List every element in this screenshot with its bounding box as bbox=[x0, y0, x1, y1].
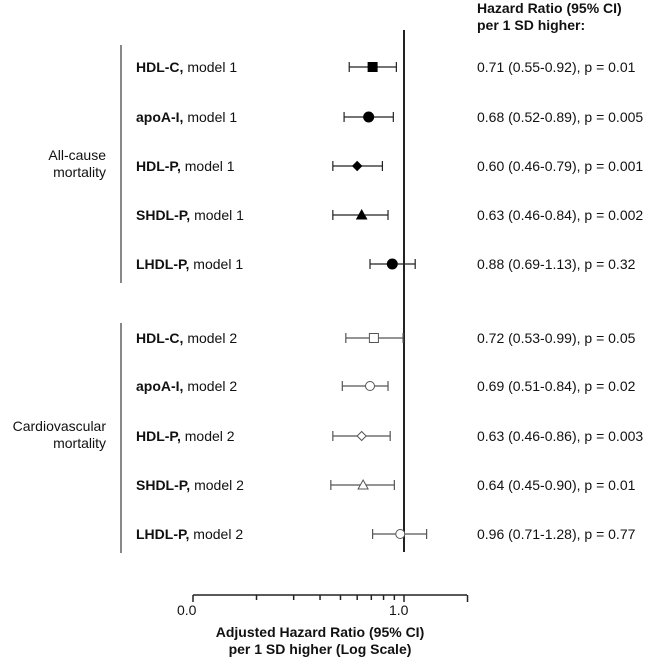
forest-row-point bbox=[332, 208, 389, 220]
marker-name: HDL-P, bbox=[136, 158, 181, 174]
x-axis-title: Adjusted Hazard Ratio (95% CI) per 1 SD … bbox=[150, 624, 490, 658]
row-stat: 0.63 (0.46-0.86), p = 0.003 bbox=[477, 428, 644, 444]
model-name: model 2 bbox=[180, 428, 235, 444]
row-label: apoA-I, model 1 bbox=[136, 109, 237, 125]
model-name: model 2 bbox=[189, 526, 244, 542]
forest-row-point bbox=[341, 381, 389, 391]
model-name: model 1 bbox=[189, 256, 244, 272]
row-stat: 0.68 (0.52-0.89), p = 0.005 bbox=[477, 109, 644, 125]
plot-frame bbox=[120, 30, 467, 596]
group-label-all-cause: All-cause mortality bbox=[0, 147, 106, 181]
row-stat: 0.64 (0.45-0.90), p = 0.01 bbox=[477, 477, 636, 493]
model-name: model 1 bbox=[180, 158, 235, 174]
row-label: SHDL-P, model 1 bbox=[136, 207, 244, 223]
forest-row-point bbox=[345, 333, 404, 343]
row-stat: 0.69 (0.51-0.84), p = 0.02 bbox=[477, 378, 636, 394]
forest-row-point bbox=[332, 430, 391, 442]
forest-row-point bbox=[372, 529, 428, 539]
group-label-line: All-cause bbox=[48, 147, 106, 163]
group-label-line: mortality bbox=[53, 435, 106, 451]
row-stat: 0.88 (0.69-1.13), p = 0.32 bbox=[477, 256, 636, 272]
filled-circle-icon bbox=[363, 111, 375, 123]
marker-name: LHDL-P, bbox=[136, 256, 190, 272]
forest-row-point bbox=[343, 111, 394, 123]
data-points bbox=[330, 62, 428, 539]
marker-name: SHDL-P, bbox=[136, 477, 191, 493]
row-label: HDL-C, model 2 bbox=[136, 330, 237, 346]
marker-name: apoA-I, bbox=[136, 109, 184, 125]
row-label: LHDL-P, model 1 bbox=[136, 256, 243, 272]
open-circle-icon bbox=[395, 529, 406, 539]
filled-square-icon bbox=[367, 62, 378, 72]
forest-row-point bbox=[332, 160, 383, 172]
x-tick-label-low: 0.0 bbox=[177, 602, 197, 618]
row-stat: 0.71 (0.55-0.92), p = 0.01 bbox=[477, 59, 636, 75]
group-label-line: mortality bbox=[53, 164, 106, 180]
row-label: SHDL-P, model 2 bbox=[136, 477, 244, 493]
open-circle-icon bbox=[364, 381, 375, 391]
model-name: model 2 bbox=[183, 330, 238, 346]
group-label-line: Cardiovascular bbox=[12, 418, 106, 434]
filled-circle-icon bbox=[386, 258, 398, 270]
forest-row-point bbox=[330, 478, 395, 490]
open-diamond-icon bbox=[356, 430, 367, 442]
row-label: HDL-P, model 2 bbox=[136, 428, 235, 444]
row-label: apoA-I, model 2 bbox=[136, 378, 237, 394]
model-name: model 1 bbox=[190, 207, 244, 223]
stats-header-line1: Hazard Ratio (95% CI) bbox=[477, 0, 622, 16]
model-name: model 1 bbox=[183, 109, 238, 125]
x-tick-label-one: 1.0 bbox=[389, 602, 409, 618]
model-name: model 2 bbox=[183, 378, 238, 394]
row-label: HDL-P, model 1 bbox=[136, 158, 235, 174]
x-axis-title-line1: Adjusted Hazard Ratio (95% CI) bbox=[215, 624, 425, 640]
open-triangle-icon bbox=[357, 478, 369, 490]
model-name: model 1 bbox=[183, 59, 238, 75]
marker-name: LHDL-P, bbox=[136, 526, 190, 542]
row-stat: 0.96 (0.71-1.28), p = 0.77 bbox=[477, 526, 636, 542]
marker-name: SHDL-P, bbox=[136, 207, 191, 223]
row-stat: 0.60 (0.46-0.79), p = 0.001 bbox=[477, 158, 644, 174]
marker-name: HDL-C, bbox=[136, 59, 184, 75]
row-stat: 0.72 (0.53-0.99), p = 0.05 bbox=[477, 330, 636, 346]
x-axis-title-line2: per 1 SD higher (Log Scale) bbox=[228, 641, 412, 657]
row-stat: 0.63 (0.46-0.84), p = 0.002 bbox=[477, 207, 644, 223]
stats-header-line2: per 1 SD higher: bbox=[477, 17, 586, 33]
filled-diamond-icon bbox=[351, 160, 363, 172]
filled-triangle-icon bbox=[355, 208, 368, 220]
group-label-cardiovascular: Cardiovascular mortality bbox=[0, 418, 106, 452]
forest-row-point bbox=[369, 258, 416, 270]
marker-name: apoA-I, bbox=[136, 378, 184, 394]
model-name: model 2 bbox=[190, 477, 244, 493]
stats-column-header: Hazard Ratio (95% CI) per 1 SD higher: bbox=[477, 0, 622, 34]
open-square-icon bbox=[368, 333, 379, 343]
x-axis-ticks bbox=[192, 595, 469, 602]
marker-name: HDL-C, bbox=[136, 330, 184, 346]
row-label: LHDL-P, model 2 bbox=[136, 526, 243, 542]
marker-name: HDL-P, bbox=[136, 428, 181, 444]
forest-row-point bbox=[348, 62, 397, 72]
row-label: HDL-C, model 1 bbox=[136, 59, 237, 75]
